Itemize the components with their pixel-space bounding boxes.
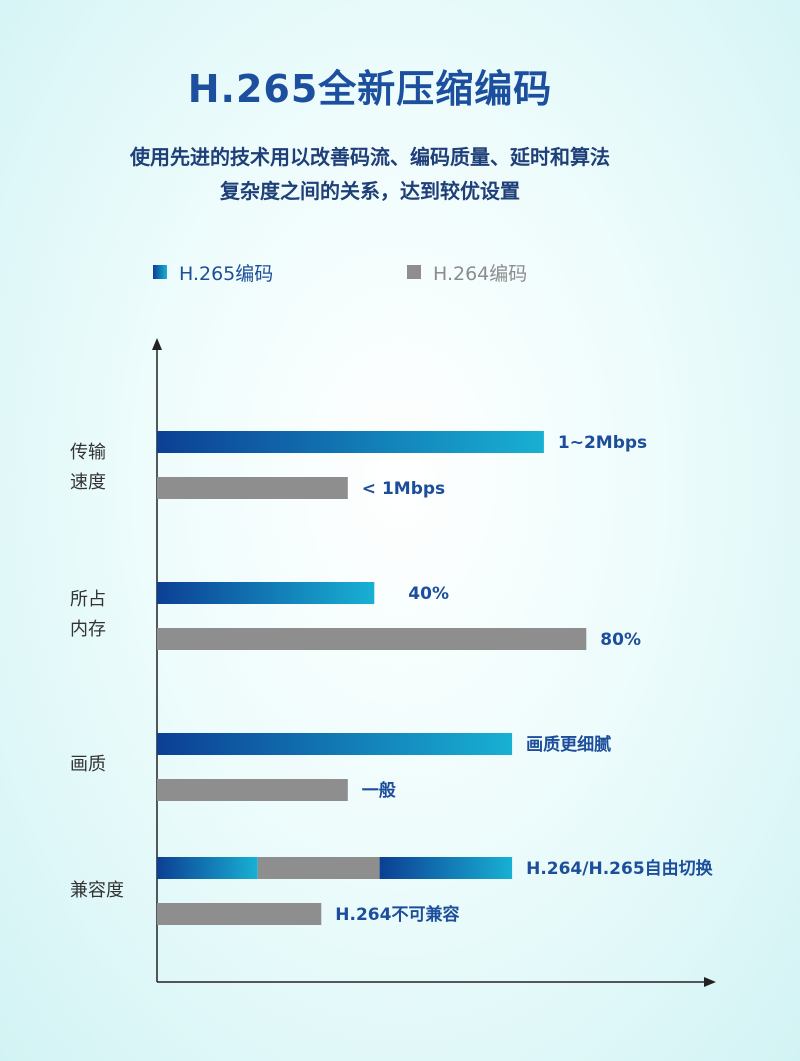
category-label-line-1-0: 所占 (70, 589, 106, 610)
y-axis-arrow-icon (152, 338, 162, 350)
legend-h265-label: H.265编码 (179, 262, 274, 285)
legend-h265: H.265编码 (153, 259, 273, 285)
bar-3-1 (157, 903, 322, 925)
data-label-2-1: 一般 (362, 780, 396, 801)
data-label-0-0: 1~2Mbps (558, 433, 647, 453)
data-label-2-0: 画质更细腻 (526, 734, 611, 755)
data-label-0-1: < 1Mbps (362, 479, 445, 499)
legend-h264: H.264编码 (407, 259, 527, 285)
category-label-line-0-0: 传输 (70, 442, 106, 463)
category-label-3: 兼容度 (70, 876, 150, 906)
bar-0-1 (157, 477, 348, 499)
category-label-2: 画质 (70, 750, 150, 780)
page-title: H.265全新压缩编码 (187, 67, 553, 111)
legend-h264-swatch (407, 265, 421, 279)
page-subtitle: 使用先进的技术用以改善码流、编码质量、延时和算法 复杂度之间的关系，达到较优设置 (70, 140, 670, 208)
bar-2-1 (157, 779, 348, 801)
bar-0-0 (157, 431, 544, 453)
category-label-line-1-1: 内存 (70, 619, 106, 640)
data-label-1-1: 80% (600, 630, 641, 650)
bar-1-0 (157, 582, 375, 604)
data-label-3-1: H.264不可兼容 (335, 904, 459, 925)
bar-1-1 (157, 628, 587, 650)
subtitle-line-1: 使用先进的技术用以改善码流、编码质量、延时和算法 (130, 145, 610, 169)
category-label-1: 所占 内存 (70, 585, 150, 645)
bar-segment-3-0-0 (157, 857, 258, 879)
legend-h265-swatch (153, 265, 167, 279)
legend-h264-label: H.264编码 (433, 262, 528, 285)
data-label-1-0: 40% (408, 584, 449, 604)
x-axis-arrow-icon (704, 977, 716, 987)
bar-segment-3-0-2 (379, 857, 513, 879)
bar-segment-3-0-1 (257, 857, 380, 879)
category-label-line-0-1: 速度 (70, 472, 106, 493)
subtitle-line-2: 复杂度之间的关系，达到较优设置 (220, 179, 520, 203)
data-label-3-0: H.264/H.265自由切换 (526, 858, 714, 879)
category-label-0: 传输 速度 (70, 438, 150, 498)
bar-2-0 (157, 733, 513, 755)
category-label-line-2-0: 画质 (70, 754, 106, 775)
category-label-line-3-0: 兼容度 (70, 880, 124, 901)
